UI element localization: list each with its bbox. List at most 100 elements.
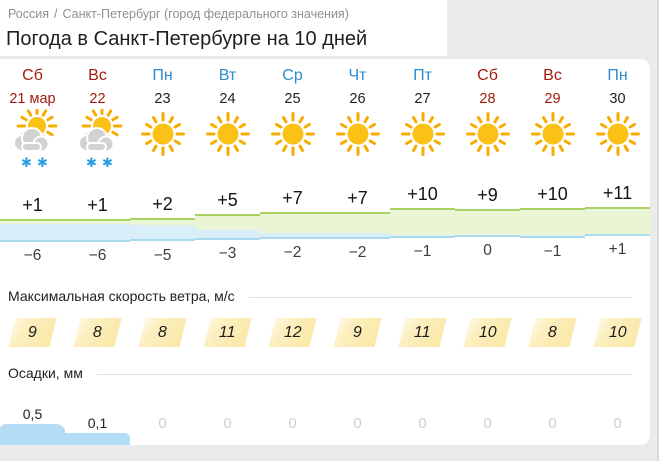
precip-zero-label: 0 [288, 415, 297, 432]
breadcrumb-separator: / [54, 7, 58, 21]
precip-value-label: 0,5 [22, 406, 43, 422]
wind-flag: 8 [138, 318, 187, 347]
sun-icon [530, 112, 575, 156]
temp-max-label: +10 [407, 184, 438, 204]
temp-band-above-zero [130, 217, 195, 225]
temp-band-above-zero [65, 218, 130, 224]
day-name-link[interactable]: Вс [543, 67, 562, 84]
sun-icon [205, 112, 250, 156]
wind-cell: 10 [455, 316, 520, 352]
temp-min-label: −1 [543, 242, 562, 260]
day-column[interactable]: Вс 29 [520, 66, 585, 109]
day-name-link[interactable]: Сб [22, 67, 43, 84]
temp-max-label: +7 [347, 187, 368, 208]
temp-band-below-zero [0, 223, 65, 243]
snowflake-icon: ✱ [21, 155, 32, 170]
wind-section-header: Максимальная скорость ветра, м/с [0, 288, 642, 304]
temp-band-above-zero [325, 211, 390, 233]
wind-cell: 8 [65, 316, 130, 352]
weather-icon-cell [130, 109, 195, 179]
day-name-link[interactable]: Сб [477, 67, 498, 84]
page-header: Россия / Санкт-Петербург (город федерально… [0, 0, 447, 56]
wind-value: 9 [28, 323, 37, 341]
day-column[interactable]: Вс 22 [65, 66, 130, 109]
weather-icon-cell [195, 109, 260, 179]
wind-value: 8 [158, 323, 167, 341]
day-name-link[interactable]: Пн [152, 67, 173, 84]
wind-cell: 11 [390, 316, 455, 352]
sun-cloud-snow-icon: ✱ ✱ [12, 109, 57, 170]
day-column[interactable]: Пн 23 [130, 66, 195, 109]
day-name-link[interactable]: Вс [88, 67, 107, 84]
day-date: 26 [349, 91, 366, 107]
day-date: 21 мар [9, 91, 56, 107]
wind-flag: 8 [73, 318, 122, 347]
day-name-link[interactable]: Ср [282, 67, 303, 84]
weather-icon-cell [520, 109, 585, 179]
precipitation-section-header: Осадки, мм [0, 365, 642, 381]
day-date: 30 [609, 91, 626, 107]
temp-band-above-zero [520, 208, 585, 235]
day-name-link[interactable]: Пт [413, 67, 432, 84]
day-column[interactable]: Вт 24 [195, 66, 260, 109]
wind-flag: 11 [398, 318, 447, 347]
weather-icon-cell: ✱ ✱ [0, 109, 65, 179]
day-name-link[interactable]: Вт [218, 67, 237, 84]
wind-value: 8 [548, 323, 557, 341]
day-column[interactable]: Сб 28 [455, 66, 520, 109]
wind-section-divider [248, 296, 632, 298]
precip-zero-label: 0 [548, 415, 557, 432]
precipitation-section-divider [96, 373, 632, 375]
day-column[interactable]: Пн 30 [585, 66, 650, 109]
wind-flag: 9 [8, 318, 57, 347]
day-date: 28 [479, 91, 496, 107]
temp-band-below-zero [130, 224, 195, 242]
snowflake-icon: ✱ [37, 155, 48, 170]
temp-band-below-zero [390, 235, 455, 238]
sun-icon [400, 112, 445, 156]
temp-band-above-zero [260, 211, 325, 233]
day-date: 22 [89, 91, 106, 107]
forecast-card: Сб 21 мар Вс 22 Пн 23 Вт 24 Ср 25 Чт 26 Пт 27 Сб 28 Вс 29… [0, 59, 650, 445]
wind-flag: 12 [268, 318, 317, 347]
temp-min-label: −5 [153, 246, 172, 264]
breadcrumb-location: Санкт-Петербург (город федерального знач… [62, 7, 349, 21]
wind-section-title: Максимальная скорость ветра, м/с [8, 288, 235, 304]
temp-band-above-zero [0, 218, 65, 224]
wind-value: 12 [283, 323, 302, 341]
day-column[interactable]: Сб 21 мар [0, 66, 65, 109]
wind-cell: 12 [260, 316, 325, 352]
temp-max-label: +7 [282, 187, 303, 208]
day-column[interactable]: Пт 27 [390, 66, 455, 109]
weather-icon-cell [585, 109, 650, 179]
temp-max-label: +1 [87, 194, 108, 215]
precip-zero-label: 0 [158, 415, 167, 432]
precip-zero-label: 0 [613, 415, 622, 432]
temp-band-below-zero [65, 223, 130, 243]
weather-icon-cell: ✱ ✱ [65, 109, 130, 179]
day-name-link[interactable]: Пн [607, 67, 628, 84]
temp-min-label: −2 [348, 243, 367, 261]
weather-icon-cell [390, 109, 455, 179]
day-date: 25 [284, 91, 301, 107]
precipitation-section-title: Осадки, мм [8, 365, 83, 381]
temp-band-below-zero [260, 232, 325, 239]
snowflake-icon: ✱ [86, 155, 97, 170]
breadcrumb-region-link[interactable]: Россия [8, 7, 49, 21]
sun-icon [140, 112, 185, 156]
wind-flag: 9 [333, 318, 382, 347]
temp-min-label: −1 [413, 242, 432, 260]
temp-min-label: −6 [88, 247, 107, 265]
sun-icon [465, 112, 510, 156]
precip-bar [65, 433, 130, 445]
wind-value: 11 [414, 323, 431, 341]
precip-bar [0, 424, 65, 445]
day-column[interactable]: Чт 26 [325, 66, 390, 109]
temp-band-below-zero [520, 235, 585, 238]
wind-values-row: 9 8 8 11 12 9 11 10 8 10 [0, 316, 650, 352]
day-header-row: Сб 21 мар Вс 22 Пн 23 Вт 24 Ср 25 Чт 26 Пт 27 Сб 28 Вс 29… [0, 66, 650, 109]
day-column[interactable]: Ср 25 [260, 66, 325, 109]
breadcrumb: Россия / Санкт-Петербург (город федерально… [8, 6, 447, 22]
temp-band-below-zero [195, 230, 260, 240]
day-name-link[interactable]: Чт [348, 67, 367, 84]
